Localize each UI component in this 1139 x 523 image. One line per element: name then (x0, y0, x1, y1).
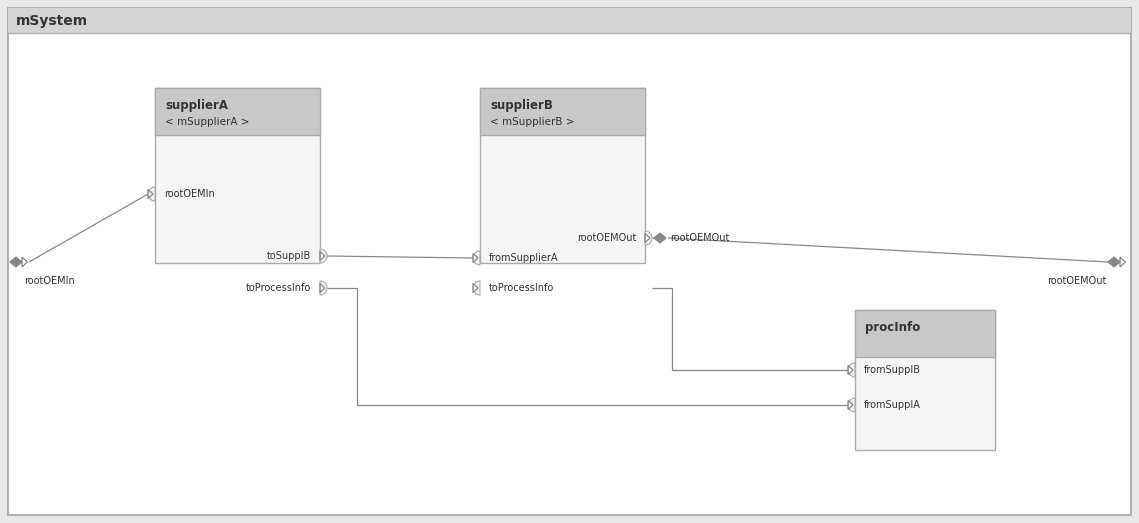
Polygon shape (320, 249, 327, 263)
Text: toSuppIB: toSuppIB (267, 251, 311, 261)
Text: toProcessInfo: toProcessInfo (489, 283, 555, 293)
Polygon shape (320, 281, 327, 295)
Polygon shape (473, 251, 480, 265)
Polygon shape (849, 398, 855, 412)
Polygon shape (148, 187, 155, 201)
Text: rootOEMOut: rootOEMOut (576, 233, 636, 243)
Text: supplierA: supplierA (165, 99, 228, 112)
Text: rootOEMIn: rootOEMIn (24, 276, 75, 286)
Bar (155, 88, 320, 263)
Bar (155, 88, 320, 135)
Text: rootOEMIn: rootOEMIn (164, 189, 215, 199)
Polygon shape (10, 257, 22, 267)
Bar (480, 88, 645, 263)
Text: supplierB: supplierB (490, 99, 552, 112)
Bar (855, 310, 995, 450)
Text: < mSupplierB >: < mSupplierB > (490, 117, 574, 127)
Bar (8, 8, 1131, 33)
Text: procInfo: procInfo (865, 321, 920, 334)
Bar (480, 88, 645, 135)
Text: fromSuppIB: fromSuppIB (865, 365, 921, 375)
Text: fromSuppIA: fromSuppIA (865, 400, 920, 410)
Text: rootOEMOut: rootOEMOut (670, 233, 729, 243)
Polygon shape (849, 363, 855, 377)
Text: mSystem: mSystem (16, 14, 88, 28)
Text: < mSupplierA >: < mSupplierA > (165, 117, 249, 127)
Text: rootOEMOut: rootOEMOut (1047, 276, 1106, 286)
Polygon shape (1108, 257, 1120, 267)
Polygon shape (645, 231, 652, 245)
Text: toProcessInfo: toProcessInfo (246, 283, 311, 293)
Polygon shape (473, 281, 480, 295)
Bar (855, 310, 995, 357)
Text: fromSupplierA: fromSupplierA (489, 253, 558, 263)
Polygon shape (654, 233, 666, 243)
